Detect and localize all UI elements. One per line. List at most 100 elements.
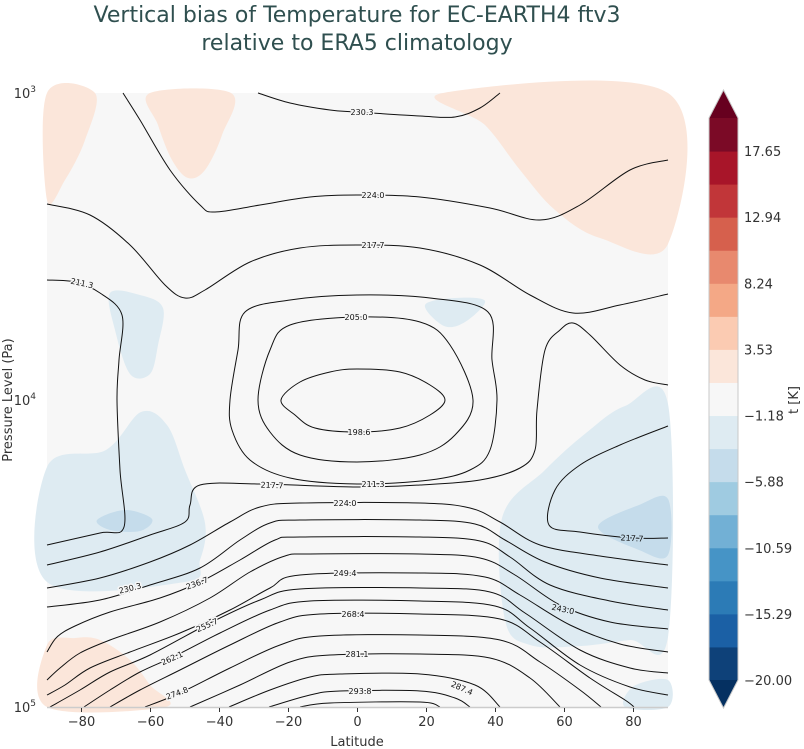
contour-line	[144, 634, 602, 708]
negative-bias-region	[34, 410, 206, 592]
x-tick-label: 60	[556, 715, 573, 730]
contour-label: 205.0	[345, 313, 368, 322]
colorbar-bin	[709, 184, 738, 218]
contour-line	[46, 203, 669, 314]
negative-bias-region	[498, 386, 674, 655]
colorbar-bin	[709, 118, 738, 152]
negative-bias-region	[424, 297, 486, 328]
y-tick-base: 10	[14, 394, 31, 409]
contour-layer	[46, 92, 669, 708]
contour-line	[83, 599, 669, 708]
plot-area: 230.3224.0217.7211.3205.0198.6211.3217.7…	[34, 80, 688, 713]
x-tick-label: 0	[353, 715, 361, 730]
colorbar-tick-label: 8.24	[744, 277, 773, 292]
y-tick-label: 105	[14, 699, 36, 716]
colorbar-label: t [K]	[787, 386, 802, 414]
y-tick-label: 103	[14, 85, 36, 102]
bias-fill-layer	[34, 80, 688, 713]
contour-line	[46, 553, 669, 681]
colorbar-tick-label: 3.53	[744, 343, 773, 358]
contour-line	[268, 689, 471, 708]
positive-bias-region	[434, 80, 688, 255]
contour-line	[46, 501, 669, 589]
colorbar-extend-high	[709, 90, 738, 118]
contour-line	[46, 279, 126, 546]
contour-label: 224.0	[362, 191, 385, 200]
colorbar-extend-low	[709, 680, 738, 708]
colorbar-tick-label: 12.94	[744, 211, 781, 226]
colorbar-bin	[709, 415, 738, 450]
stronger-negative-bias-region	[598, 495, 672, 559]
contour-line	[46, 536, 669, 653]
colorbar-tick-label: 17.65	[744, 145, 781, 160]
title-line-1: Vertical bias of Temperature for EC-EART…	[94, 3, 621, 28]
colorbar: −20.00 −15.29 −10.59 −5.88 −1.18 3.53 8.24 12.9…	[708, 88, 792, 710]
x-tick-label: −40	[206, 715, 233, 730]
colorbar-outline	[708, 88, 739, 710]
y-tick-exponent: 3	[30, 85, 36, 95]
contour-label: 224.0	[334, 499, 357, 508]
colorbar-tick-label: −1.18	[744, 410, 784, 425]
colorbar-tick-label: −20.00	[744, 674, 792, 689]
contour-label: 268.4	[342, 610, 365, 619]
y-tick-exponent: 4	[30, 392, 36, 402]
contour-label: 217.7	[260, 481, 283, 491]
y-axis-label: Pressure Level (Pa)	[1, 338, 16, 461]
contour-label: 293.8	[349, 687, 372, 696]
contour-label: 230.3	[351, 108, 374, 117]
colorbar-bin	[709, 580, 738, 615]
colorbar-bin	[709, 382, 738, 417]
negative-bias-region	[108, 290, 164, 379]
contour-line	[46, 572, 669, 696]
contour-line	[122, 92, 669, 221]
colorbar-bin	[709, 217, 738, 251]
contour-line	[109, 612, 635, 708]
contour-label: 198.6	[348, 428, 371, 437]
contour-line	[228, 294, 498, 485]
positive-bias-region	[145, 88, 236, 179]
colorbar-tick-label: −10.59	[744, 542, 792, 557]
contour-label: 211.3	[362, 480, 385, 489]
colorbar-bin	[709, 547, 738, 582]
colorbar-bin	[709, 481, 738, 516]
contour-line	[299, 701, 441, 708]
colorbar-bin	[709, 151, 738, 185]
contour-line	[280, 368, 446, 433]
negative-bias-region	[623, 678, 673, 711]
contour-line	[189, 653, 561, 708]
y-tick-exponent: 5	[30, 699, 36, 709]
y-tick-label: 104	[14, 392, 37, 409]
y-tick-base: 10	[14, 87, 31, 102]
title-line-2: relative to ERA5 climatology	[201, 31, 512, 56]
colorbar-bin	[709, 613, 738, 648]
colorbar-tick-label: −5.88	[744, 476, 784, 491]
x-axis-label: Latitude	[330, 735, 384, 749]
contour-line	[257, 316, 474, 463]
contour-line	[257, 92, 501, 119]
x-tick-label: −20	[275, 715, 302, 730]
x-tick-label: −60	[137, 715, 164, 730]
contour-label: 249.4	[334, 569, 357, 578]
contour-line	[228, 672, 501, 708]
positive-bias-region	[42, 83, 97, 205]
colorbar-bin	[709, 250, 738, 284]
colorbar-bin	[709, 448, 738, 483]
contour-line	[49, 587, 669, 708]
colorbar-bin	[709, 283, 738, 317]
contour-line	[46, 322, 669, 566]
x-axis-ticks: −80 −60 −40 −20 0 20 40 60 80	[68, 708, 642, 730]
colorbar-tick-label: −15.29	[744, 608, 792, 623]
contour-label: 217.7	[620, 533, 643, 543]
x-tick-label: 20	[418, 715, 435, 730]
colorbar-bin	[709, 316, 738, 350]
x-tick-label: −80	[68, 715, 95, 730]
contour-label: 217.7	[362, 241, 385, 250]
colorbar-bin	[709, 646, 738, 681]
colorbar-bin	[709, 514, 738, 549]
contour-line	[46, 519, 669, 608]
x-tick-label: 80	[625, 715, 642, 730]
x-tick-label: 40	[487, 715, 504, 730]
contour-label: 281.1	[346, 650, 369, 659]
